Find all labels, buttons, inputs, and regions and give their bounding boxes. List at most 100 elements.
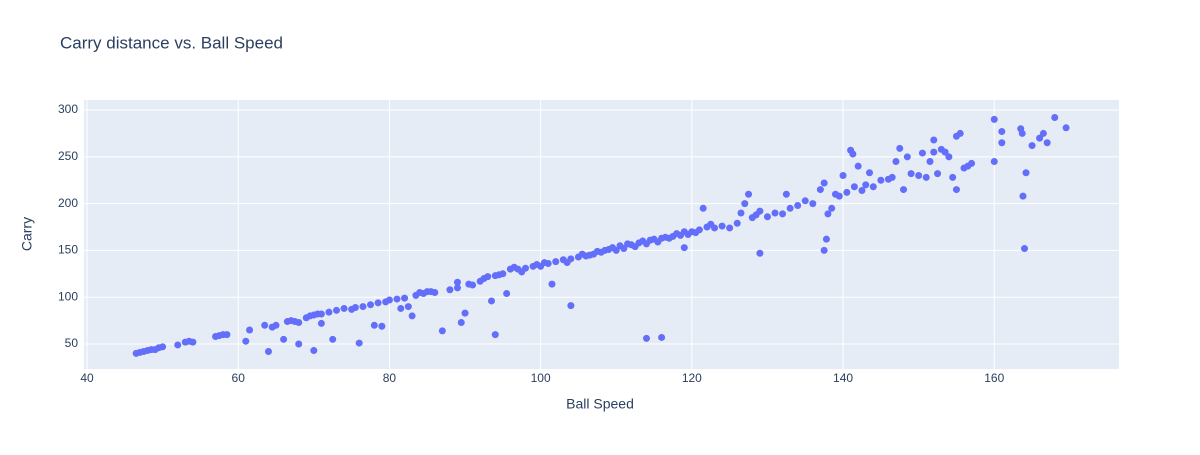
point	[491, 331, 499, 339]
point	[1051, 114, 1059, 122]
point	[393, 295, 401, 303]
point	[246, 326, 254, 334]
point	[295, 340, 303, 348]
x-tick-label: 140	[833, 371, 853, 385]
point	[822, 235, 830, 243]
point	[1022, 169, 1030, 177]
point	[930, 136, 938, 144]
y-tick-label: 300	[58, 102, 78, 116]
point	[370, 321, 378, 329]
point	[896, 144, 904, 152]
point	[990, 115, 998, 123]
point	[926, 157, 934, 165]
point	[457, 318, 465, 326]
y-tick-label: 150	[58, 243, 78, 257]
point	[548, 280, 556, 288]
point	[359, 303, 367, 311]
point	[771, 209, 779, 217]
point	[189, 338, 197, 346]
point	[567, 302, 575, 310]
x-tick-label: 120	[682, 371, 702, 385]
point	[922, 173, 930, 181]
point	[272, 321, 280, 329]
point	[1028, 142, 1036, 150]
point	[695, 226, 703, 234]
point	[453, 278, 461, 286]
point	[862, 181, 870, 189]
point	[431, 289, 439, 297]
point	[820, 179, 828, 187]
point	[567, 255, 575, 263]
point	[794, 201, 802, 209]
point	[680, 244, 688, 252]
x-tick-label: 80	[383, 371, 397, 385]
point	[990, 157, 998, 165]
point	[310, 347, 318, 355]
point	[438, 327, 446, 335]
point	[741, 200, 749, 208]
chart-title: Carry distance vs. Ball Speed	[60, 33, 283, 52]
point	[325, 308, 333, 316]
point	[242, 337, 250, 345]
point	[333, 306, 341, 314]
point	[484, 273, 492, 281]
point	[401, 294, 409, 302]
point	[816, 186, 824, 194]
point	[552, 258, 560, 266]
point	[378, 322, 386, 330]
point	[711, 224, 719, 232]
point	[782, 190, 790, 198]
point	[828, 204, 836, 212]
point	[404, 303, 412, 311]
point	[824, 210, 832, 218]
point	[849, 150, 857, 158]
point	[726, 224, 734, 232]
point	[264, 347, 272, 355]
point	[1036, 134, 1044, 142]
point	[1062, 124, 1070, 132]
x-tick-label: 60	[232, 371, 246, 385]
point	[340, 304, 348, 312]
point	[223, 331, 231, 339]
point	[355, 339, 363, 347]
point	[888, 173, 896, 181]
point	[835, 192, 843, 200]
point	[763, 213, 771, 221]
point	[756, 249, 764, 257]
point	[786, 204, 794, 212]
point	[843, 188, 851, 196]
point	[544, 260, 552, 268]
point	[968, 159, 976, 167]
point	[930, 148, 938, 156]
x-tick-label: 40	[80, 371, 94, 385]
point	[1039, 129, 1047, 137]
point	[869, 183, 877, 191]
x-tick-label: 100	[531, 371, 551, 385]
point	[903, 153, 911, 161]
point	[522, 264, 530, 272]
point	[642, 334, 650, 342]
point	[952, 186, 960, 194]
point	[945, 153, 953, 161]
point	[858, 187, 866, 195]
point	[745, 190, 753, 198]
point	[329, 335, 337, 343]
point	[866, 169, 874, 177]
point	[367, 301, 375, 309]
point	[620, 245, 628, 253]
point	[503, 289, 511, 297]
point	[733, 219, 741, 227]
point	[801, 197, 809, 205]
point	[779, 210, 787, 218]
point	[1019, 192, 1027, 200]
point	[658, 333, 666, 341]
point	[351, 304, 359, 312]
point	[756, 207, 764, 215]
y-tick-label: 50	[65, 336, 79, 350]
x-axis-label: Ball Speed	[566, 396, 634, 412]
point	[877, 176, 885, 184]
point	[174, 341, 182, 349]
y-tick-label: 100	[58, 289, 78, 303]
point	[820, 246, 828, 254]
point	[317, 319, 325, 327]
